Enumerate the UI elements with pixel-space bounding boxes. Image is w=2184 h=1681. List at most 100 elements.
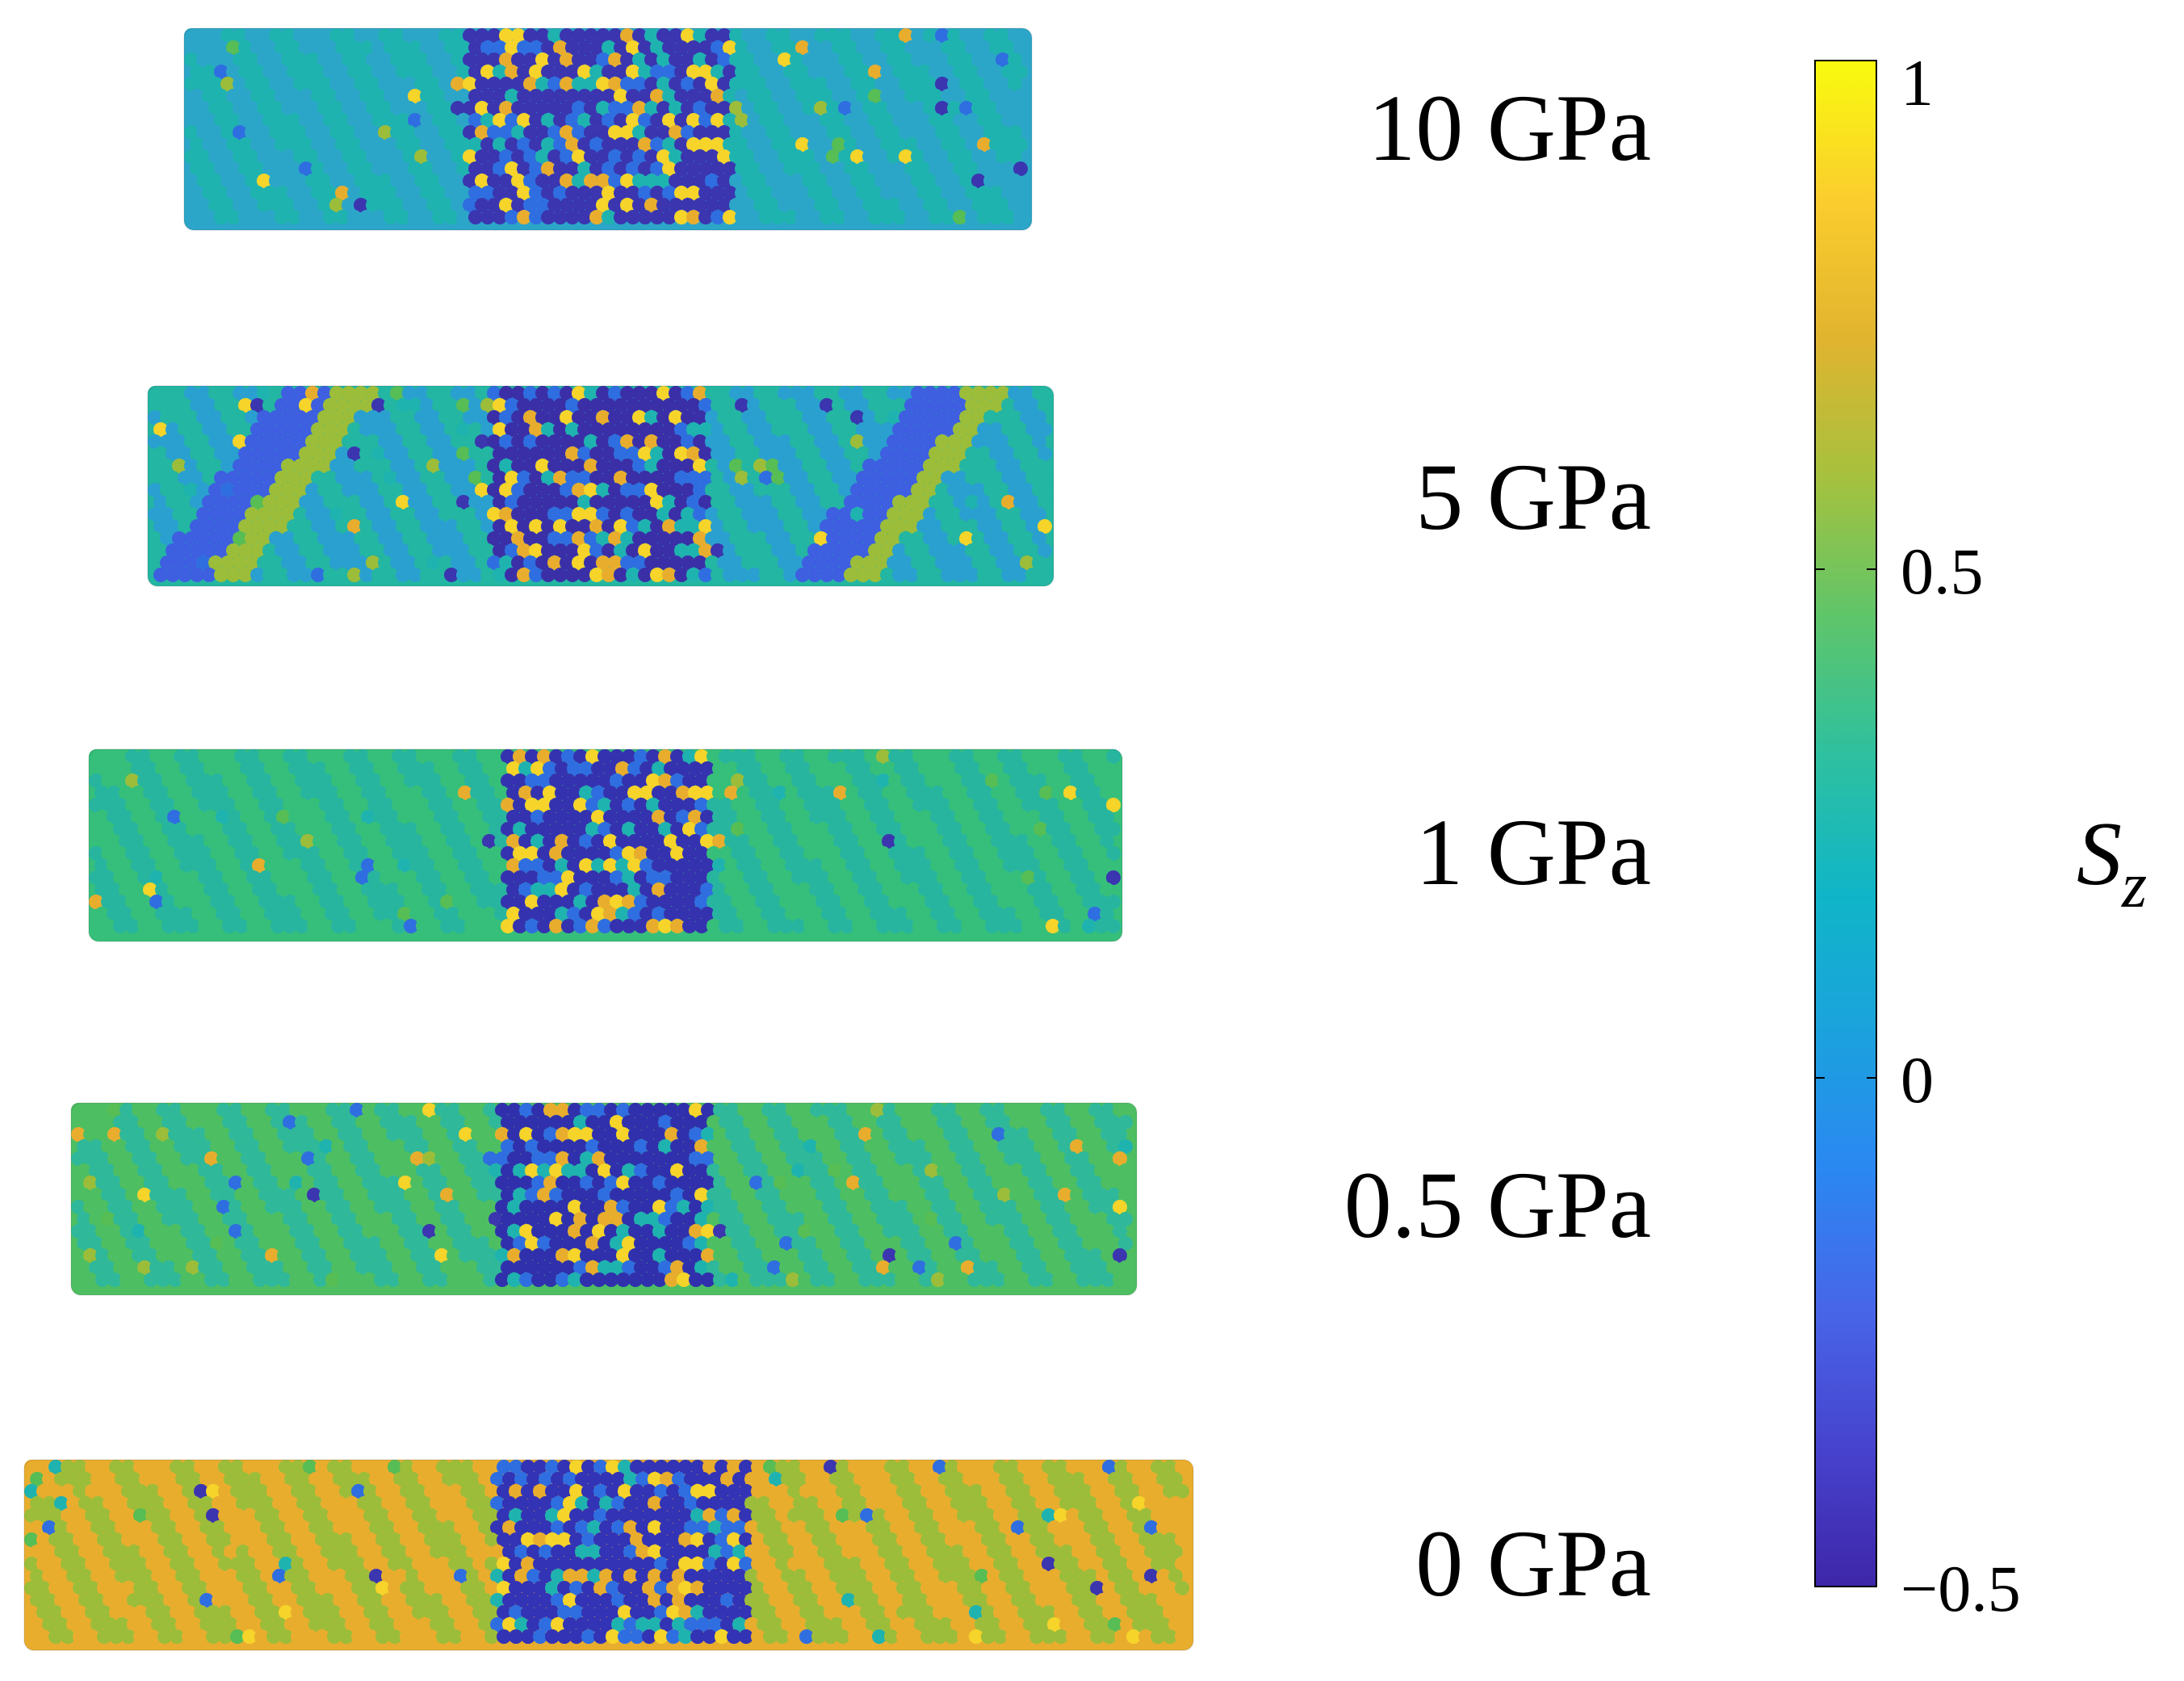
core-atom xyxy=(694,1139,709,1154)
matrix-atom xyxy=(208,125,223,140)
core-atom xyxy=(596,507,610,522)
matrix-atom xyxy=(228,858,242,873)
matrix-atom xyxy=(741,483,756,497)
matrix-atom xyxy=(803,773,818,788)
matrix-atom xyxy=(329,149,344,164)
matrix-atom xyxy=(89,1212,103,1226)
core-atom xyxy=(572,101,586,115)
matrix-atom xyxy=(834,1200,849,1214)
matrix-atom xyxy=(1001,210,1016,224)
matrix-atom xyxy=(131,858,145,873)
matrix-atom xyxy=(71,1151,86,1166)
core-atom xyxy=(614,422,628,437)
matrix-atom xyxy=(378,531,392,546)
matrix-atom xyxy=(759,519,773,534)
core-atom xyxy=(517,398,531,413)
core-atom xyxy=(585,1115,600,1130)
matrix-atom xyxy=(475,483,489,497)
core-atom xyxy=(525,919,539,933)
matrix-atom xyxy=(717,531,731,546)
matrix-atom xyxy=(971,483,986,497)
core-atom xyxy=(670,1163,685,1178)
matrix-atom xyxy=(759,161,773,176)
matrix-atom xyxy=(748,834,763,849)
matrix-atom xyxy=(222,895,237,909)
matrix-atom xyxy=(918,858,933,873)
core-atom xyxy=(505,210,519,224)
matrix-atom xyxy=(186,1115,200,1130)
matrix-atom xyxy=(741,77,756,91)
matrix-atom xyxy=(438,531,453,546)
core-atom xyxy=(622,822,636,836)
matrix-atom xyxy=(900,1115,915,1130)
matrix-atom xyxy=(1094,798,1109,812)
matrix-atom xyxy=(1094,749,1109,764)
matrix-atom xyxy=(949,798,963,812)
matrix-atom xyxy=(166,446,180,461)
matrix-atom xyxy=(924,798,939,812)
matrix-atom xyxy=(323,568,337,582)
core-atom xyxy=(572,459,586,473)
matrix-atom xyxy=(463,410,477,425)
matrix-atom xyxy=(916,568,931,582)
matrix-atom xyxy=(196,555,211,570)
core-atom xyxy=(585,1188,600,1202)
matrix-atom xyxy=(440,1212,455,1226)
matrix-atom xyxy=(409,786,424,800)
matrix-atom xyxy=(943,1103,958,1117)
matrix-atom xyxy=(468,471,483,485)
matrix-atom xyxy=(857,858,872,873)
core-atom xyxy=(501,773,515,788)
matrix-atom xyxy=(765,198,780,212)
matrix-atom xyxy=(767,1212,782,1226)
matrix-atom xyxy=(451,101,465,115)
matrix-atom xyxy=(378,125,392,140)
core-atom xyxy=(525,870,539,885)
matrix-atom xyxy=(438,125,453,140)
matrix-atom xyxy=(186,895,200,909)
matrix-atom xyxy=(270,822,285,836)
matrix-atom xyxy=(168,1224,182,1239)
matrix-atom xyxy=(446,786,460,800)
matrix-atom xyxy=(148,507,162,522)
matrix-atom xyxy=(852,895,866,909)
matrix-atom xyxy=(828,798,842,812)
matrix-atom xyxy=(943,1176,958,1190)
core-atom xyxy=(620,555,635,570)
matrix-atom xyxy=(270,1188,285,1202)
matrix-atom xyxy=(838,77,853,91)
matrix-atom xyxy=(1094,1115,1109,1130)
matrix-atom xyxy=(743,895,757,909)
matrix-atom xyxy=(137,773,152,788)
matrix-atom xyxy=(208,434,223,449)
core-atom xyxy=(487,410,501,425)
core-atom xyxy=(615,907,630,921)
core-atom xyxy=(652,786,666,800)
matrix-atom xyxy=(233,507,247,522)
matrix-atom xyxy=(409,810,424,824)
matrix-atom xyxy=(245,459,259,473)
matrix-atom xyxy=(220,483,235,497)
matrix-atom xyxy=(190,495,204,509)
matrix-atom xyxy=(743,1115,757,1130)
matrix-atom xyxy=(113,895,128,909)
matrix-atom xyxy=(706,773,721,788)
matrix-atom xyxy=(749,1224,764,1239)
core-atom xyxy=(560,531,574,546)
matrix-atom xyxy=(331,919,346,933)
matrix-atom xyxy=(783,40,798,55)
matrix-atom xyxy=(1063,882,1078,897)
matrix-atom xyxy=(459,1127,473,1142)
matrix-atom xyxy=(748,907,763,921)
matrix-atom xyxy=(446,1151,461,1166)
core-atom xyxy=(468,113,483,128)
matrix-atom xyxy=(771,398,786,413)
matrix-atom xyxy=(892,210,907,224)
core-atom xyxy=(674,543,689,558)
matrix-atom xyxy=(313,1224,328,1239)
core-atom xyxy=(602,40,616,55)
matrix-atom xyxy=(246,1163,261,1178)
core-atom xyxy=(565,519,580,534)
matrix-atom xyxy=(826,198,840,212)
matrix-atom xyxy=(228,1200,243,1214)
